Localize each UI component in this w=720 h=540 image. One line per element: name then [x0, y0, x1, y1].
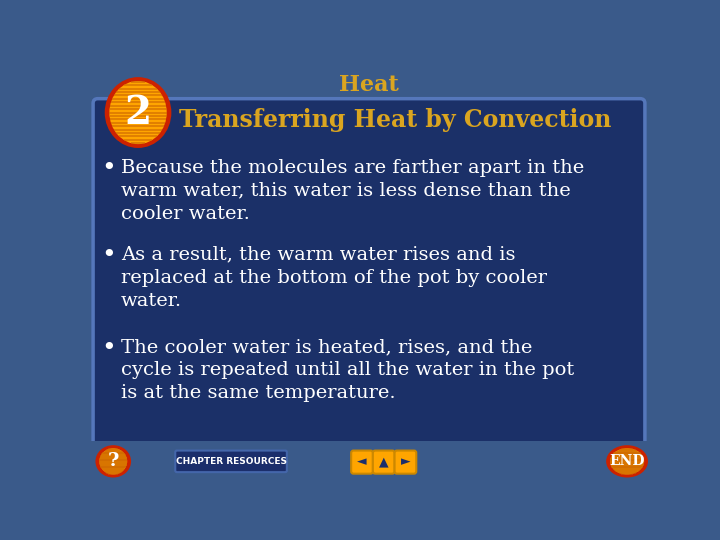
FancyBboxPatch shape [93, 99, 645, 448]
Ellipse shape [109, 81, 167, 144]
Text: CHAPTER RESOURCES: CHAPTER RESOURCES [176, 457, 287, 466]
Text: The cooler water is heated, rises, and the
cycle is repeated until all the water: The cooler water is heated, rises, and t… [121, 338, 575, 402]
Text: 2: 2 [125, 93, 152, 132]
Ellipse shape [104, 77, 171, 148]
Ellipse shape [610, 448, 644, 475]
Text: •: • [102, 244, 116, 267]
Text: Transferring Heat by Convection: Transferring Heat by Convection [179, 108, 611, 132]
Text: Heat: Heat [339, 74, 399, 96]
Text: ?: ? [107, 453, 119, 470]
Text: Because the molecules are farther apart in the
warm water, this water is less de: Because the molecules are farther apart … [121, 159, 584, 222]
Text: ►: ► [400, 456, 410, 469]
Text: As a result, the warm water rises and is
replaced at the bottom of the pot by co: As a result, the warm water rises and is… [121, 246, 547, 309]
FancyBboxPatch shape [90, 65, 648, 481]
Ellipse shape [99, 448, 127, 475]
Text: END: END [609, 454, 645, 468]
Text: •: • [102, 157, 116, 180]
Ellipse shape [96, 445, 131, 477]
FancyBboxPatch shape [351, 450, 373, 474]
Text: ▲: ▲ [379, 456, 389, 469]
FancyBboxPatch shape [373, 450, 395, 474]
Text: ◄: ◄ [357, 456, 366, 469]
Ellipse shape [606, 445, 648, 477]
FancyBboxPatch shape [395, 450, 416, 474]
FancyBboxPatch shape [90, 441, 648, 481]
Text: •: • [102, 336, 116, 360]
FancyBboxPatch shape [175, 450, 287, 472]
